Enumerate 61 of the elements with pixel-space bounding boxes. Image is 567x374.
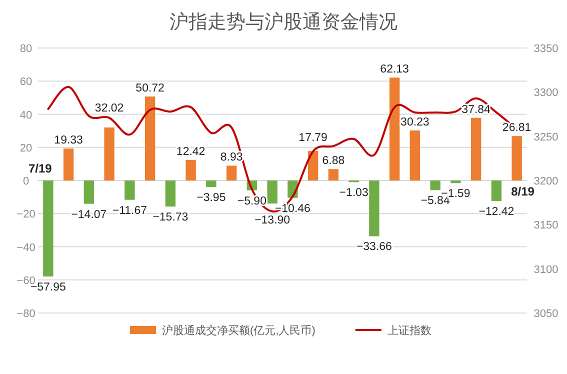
y2-tick-label: 3200 bbox=[534, 176, 558, 188]
data-label: 37.84 bbox=[462, 104, 492, 116]
data-label: −5.84 bbox=[420, 195, 450, 208]
data-label: −11.67 bbox=[112, 204, 148, 217]
data-label: −3.95 bbox=[196, 192, 226, 204]
y-tick-label: 80 bbox=[20, 43, 32, 55]
bar bbox=[369, 180, 380, 236]
y2-tick-label: 3250 bbox=[534, 131, 558, 144]
data-label: 30.23 bbox=[400, 116, 430, 128]
bar bbox=[144, 96, 156, 180]
bar bbox=[267, 180, 278, 204]
data-label: 12.42 bbox=[176, 146, 206, 158]
bar bbox=[328, 169, 339, 180]
bar bbox=[124, 180, 135, 200]
bar bbox=[430, 180, 440, 190]
data-label: 17.79 bbox=[298, 132, 328, 144]
y2-tick-label: 3350 bbox=[534, 43, 558, 55]
data-label: 62.13 bbox=[380, 64, 409, 76]
y-tick-label: 60 bbox=[20, 76, 32, 88]
y-tick-label: 40 bbox=[20, 109, 32, 122]
data-label: −12.42 bbox=[478, 206, 514, 218]
bar bbox=[470, 118, 482, 180]
x-tick-label: 7/19 bbox=[28, 162, 52, 176]
data-label: −15.73 bbox=[152, 212, 188, 224]
bar bbox=[491, 180, 502, 202]
bar bbox=[104, 127, 114, 180]
y2-tick-label: 3100 bbox=[534, 264, 558, 276]
data-label: −1.03 bbox=[339, 187, 368, 200]
bar bbox=[186, 160, 196, 180]
data-label: 6.88 bbox=[322, 155, 345, 168]
y-tick-label: −60 bbox=[16, 274, 36, 287]
legend-label: 上证指数 bbox=[387, 324, 432, 337]
y2-tick-label: 3150 bbox=[534, 220, 558, 232]
y-tick-label: 20 bbox=[20, 142, 32, 154]
data-label: −14.07 bbox=[71, 208, 107, 221]
data-label: 50.72 bbox=[136, 82, 164, 94]
bar bbox=[63, 148, 74, 180]
y-tick-label: 0 bbox=[22, 176, 30, 188]
data-label: 32.02 bbox=[94, 102, 124, 114]
bar bbox=[389, 78, 400, 180]
data-label: 19.33 bbox=[54, 134, 83, 146]
bar bbox=[206, 180, 216, 188]
x-tick-label: 8/19 bbox=[511, 184, 535, 198]
chart-title: 沪指走势与沪股通资金情况 bbox=[170, 11, 398, 33]
data-label: −13.90 bbox=[254, 214, 290, 227]
legend-label: 沪股通成交净买额(亿元,人民币) bbox=[162, 324, 316, 337]
bar bbox=[450, 180, 461, 184]
y2-tick-label: 3300 bbox=[534, 87, 558, 100]
data-label: −33.66 bbox=[356, 241, 392, 254]
y2-tick-label: 3050 bbox=[534, 308, 558, 320]
bar bbox=[308, 151, 318, 180]
bar bbox=[84, 180, 94, 204]
y-tick-label: −80 bbox=[16, 308, 36, 320]
bar bbox=[410, 130, 420, 180]
y-tick-label: −20 bbox=[16, 208, 36, 221]
bar bbox=[165, 180, 176, 207]
y-tick-label: −40 bbox=[16, 242, 36, 254]
bar bbox=[512, 136, 522, 180]
bar bbox=[43, 180, 54, 276]
bar bbox=[226, 166, 237, 180]
data-label: 26.81 bbox=[502, 122, 532, 134]
